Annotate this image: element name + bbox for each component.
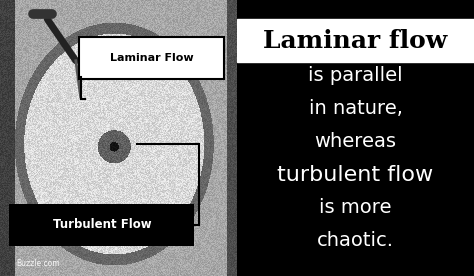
- FancyBboxPatch shape: [80, 37, 224, 79]
- Bar: [237, 0, 474, 19]
- Text: turbulent flow: turbulent flow: [277, 164, 434, 185]
- Text: in nature,: in nature,: [309, 99, 402, 118]
- Text: Buzzle.com: Buzzle.com: [17, 259, 60, 268]
- Text: Turbulent Flow: Turbulent Flow: [53, 218, 151, 232]
- Text: Laminar Flow: Laminar Flow: [110, 53, 193, 63]
- Text: whereas: whereas: [315, 132, 396, 151]
- Bar: [237, 19, 474, 62]
- Bar: [9, 204, 194, 246]
- Text: is more: is more: [319, 198, 392, 217]
- Text: Laminar flow: Laminar flow: [264, 29, 447, 53]
- Text: chaotic.: chaotic.: [317, 231, 394, 250]
- Text: is parallel: is parallel: [308, 67, 403, 85]
